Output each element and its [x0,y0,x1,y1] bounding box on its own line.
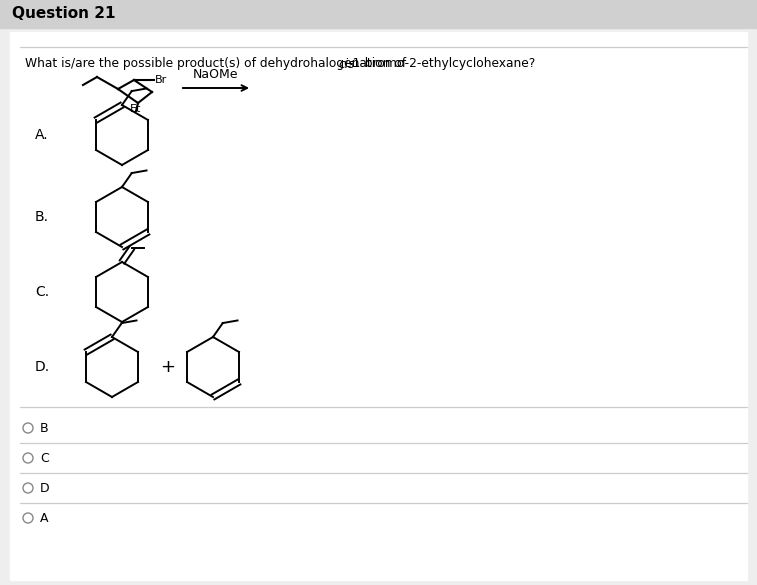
Text: Et: Et [130,104,142,114]
Text: A: A [40,511,48,525]
Text: C: C [40,452,48,464]
Bar [0,0,757,28]
Text: C.: C. [35,285,49,299]
Text: B: B [40,422,48,435]
Text: D: D [40,481,50,494]
Text: Question 21: Question 21 [12,6,116,22]
Text: -1-bromo-2-ethylcyclohexane?: -1-bromo-2-ethylcyclohexane? [348,57,535,71]
Text: B.: B. [35,210,49,224]
Text: NaOMe: NaOMe [193,68,238,81]
Text: cis: cis [338,57,354,71]
Text: +: + [160,358,176,376]
Text: Br: Br [155,75,167,85]
Text: A.: A. [35,128,48,142]
Text: D.: D. [35,360,50,374]
Text: What is/are the possible product(s) of dehydrohalogenation of: What is/are the possible product(s) of d… [25,57,410,71]
